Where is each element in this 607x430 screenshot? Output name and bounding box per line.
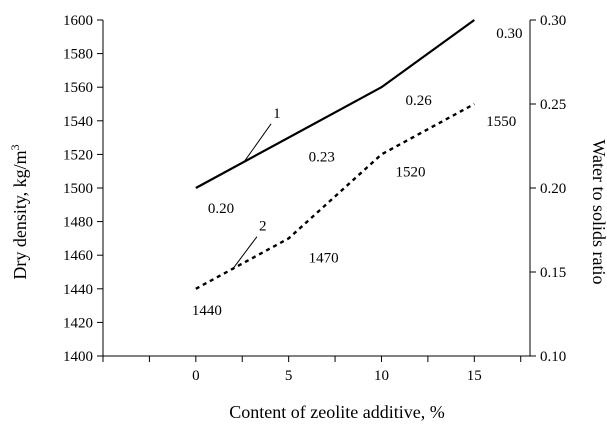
series-2-leader-line [232,236,258,269]
point-value-label: 0.20 [208,201,234,217]
point-value-label: 0.26 [405,93,432,109]
point-value-label: 0.30 [496,26,522,42]
series-1-leader-line [243,123,272,163]
y-left-tick-label: 1580 [63,47,93,63]
point-value-label: 1440 [192,303,222,319]
y-right-tick-label: 0.30 [540,13,566,29]
right-axis-ticks: 0.10 0.15 0.20 0.25 0.30 [530,13,566,365]
y-left-tick-label: 1600 [63,13,93,29]
y-right-tick-label: 0.15 [540,265,566,281]
y-axis-right-title: Water to solids ratio [589,139,607,284]
y-left-tick-label: 1440 [63,282,93,298]
series-2-name-label: 2 [259,219,267,235]
y-left-tick-label: 1560 [63,80,93,96]
x-tick-label: 0 [192,368,200,384]
point-value-label: 1520 [395,164,425,180]
axes [102,20,531,357]
x-tick-label: 5 [285,368,293,384]
series-layer: 12 [195,19,475,290]
y-right-tick-label: 0.10 [540,349,566,365]
bottom-axis-ticks: 0 5 10 15 [102,356,522,384]
series-2-line [195,102,475,290]
x-axis-title: Content of zeolite additive, % [229,402,444,422]
left-axis-ticks: 1400 1420 1440 1460 1480 1500 1520 1540 1560 1580… [63,13,103,365]
point-value-label: 0.23 [309,150,335,166]
series-1-name-label: 1 [273,106,281,122]
y-axis-left-title: Dry density, kg/m3 [8,144,30,279]
y-right-tick-label: 0.25 [540,97,566,113]
y-right-tick-label: 0.20 [540,181,566,197]
y-left-tick-label: 1540 [63,114,93,130]
series-1-line [195,19,475,189]
x-tick-label: 10 [374,368,389,384]
y-left-tick-label: 1460 [63,248,93,264]
y-left-tick-label: 1480 [63,215,93,231]
y-left-tick-label: 1420 [63,315,93,331]
point-value-label: 1470 [309,250,339,266]
x-tick-label: 15 [467,368,482,384]
point-labels: 0.20 0.23 0.26 0.30 1440 1470 1520 1550 [192,26,523,319]
point-value-label: 1550 [486,114,516,130]
y-left-tick-label: 1400 [63,349,93,365]
y-left-tick-label: 1520 [63,147,93,163]
y-left-tick-label: 1500 [63,181,93,197]
